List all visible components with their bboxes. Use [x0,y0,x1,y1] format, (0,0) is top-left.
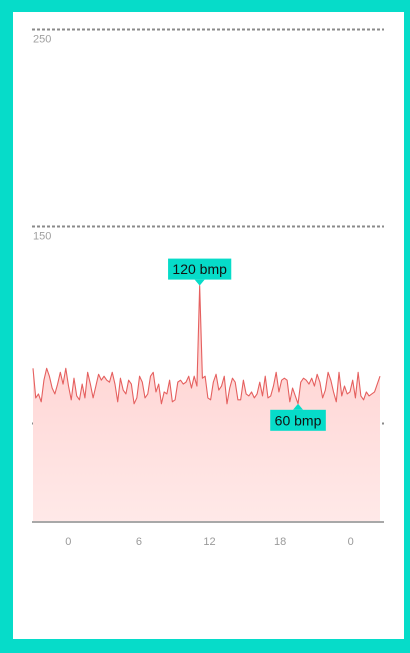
area-fill [33,285,380,522]
callout-pointer [293,403,304,410]
callout-label: 60 bmp [275,412,322,428]
y-label-250: 250 [33,34,51,46]
y-label-150: 150 [33,231,51,243]
x-tick-label: 12 [203,536,215,548]
chart-card [13,12,404,639]
series-line [32,285,381,405]
callout-60: 60 bmp [270,403,326,431]
x-tick-label: 0 [65,536,71,548]
callout-box [270,409,326,431]
callout-label: 120 bmp [172,261,227,277]
x-tick-label: 18 [274,536,286,548]
callout-box [168,258,232,280]
callout-pointer [194,279,205,286]
x-tick-label: 0 [348,536,354,548]
callout-120: 120 bmp [168,258,232,286]
x-tick-label: 6 [136,536,142,548]
